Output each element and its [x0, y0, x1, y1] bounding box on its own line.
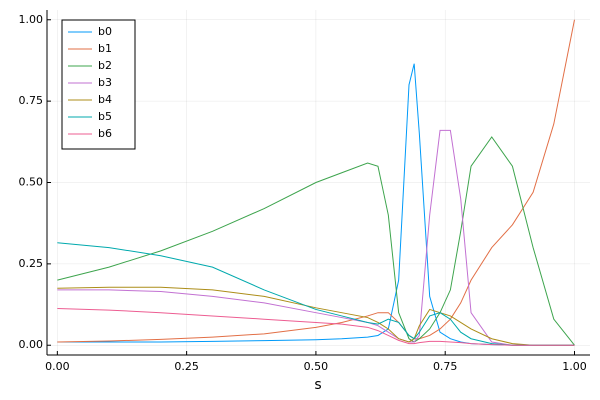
- x-tick-label: 0.25: [174, 360, 199, 373]
- y-tick-label: 0.00: [19, 338, 44, 351]
- y-tick-label: 0.75: [19, 94, 44, 107]
- x-tick-label: 1.00: [562, 360, 587, 373]
- x-tick-label: 0.75: [433, 360, 458, 373]
- legend-label: b3: [98, 76, 112, 89]
- x-tick-label: 0.00: [45, 360, 70, 373]
- legend-label: b4: [98, 93, 112, 106]
- series-line: [57, 242, 575, 346]
- legend-label: b2: [98, 59, 112, 72]
- x-tick-label: 0.50: [304, 360, 329, 373]
- y-tick-label: 1.00: [19, 13, 44, 26]
- legend-box: [61, 19, 136, 150]
- series-line: [57, 286, 575, 346]
- legend-label: b6: [98, 127, 112, 140]
- y-tick-label: 0.25: [19, 257, 44, 270]
- y-tick-label: 0.50: [19, 176, 44, 189]
- legend-label: b5: [98, 110, 112, 123]
- legend-label: b1: [98, 42, 112, 55]
- legend-label: b0: [98, 25, 112, 38]
- series-line: [57, 307, 575, 346]
- x-axis-label: s: [314, 377, 321, 393]
- series-line: [57, 129, 575, 346]
